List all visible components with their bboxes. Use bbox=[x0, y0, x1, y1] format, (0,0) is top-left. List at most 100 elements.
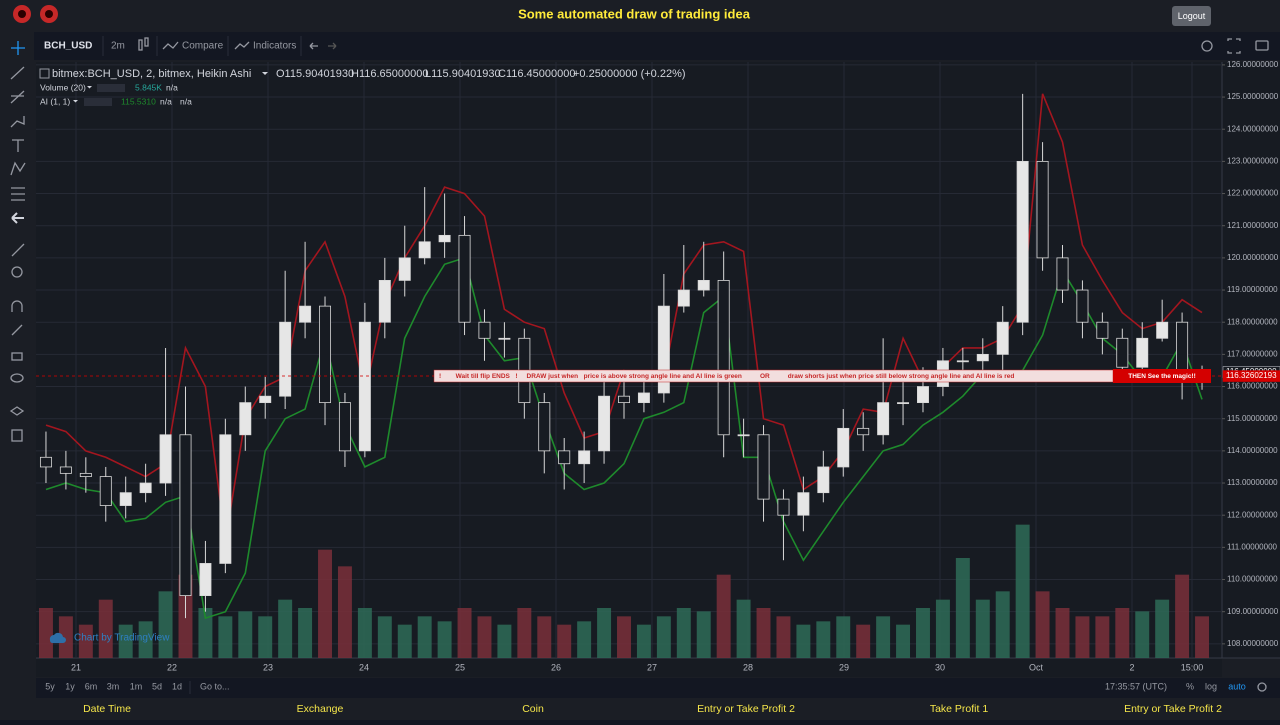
range-button[interactable]: 6m bbox=[85, 681, 98, 691]
range-button[interactable]: 5y bbox=[45, 681, 55, 691]
undo-icon[interactable] bbox=[309, 42, 318, 50]
candle-body bbox=[239, 402, 252, 436]
fullscreen-icon[interactable] bbox=[1227, 38, 1241, 54]
ruler-tool[interactable] bbox=[11, 243, 25, 257]
candle-body bbox=[976, 353, 989, 362]
legend-series[interactable]: bitmex:BCH_USD, 2, bitmex, Heikin Ashi bbox=[52, 68, 251, 80]
candle-body bbox=[358, 321, 371, 452]
annotation-tag-text: THEN See the magic!! bbox=[1128, 373, 1196, 380]
candle-body bbox=[1136, 337, 1149, 368]
volume-bar bbox=[995, 591, 1010, 658]
volume-bar bbox=[896, 624, 911, 658]
volume-bar bbox=[1135, 611, 1150, 658]
lock-tool[interactable] bbox=[11, 352, 23, 361]
y-tick-label: 119.00000000 bbox=[1227, 285, 1278, 294]
x-tick-label: 21 bbox=[71, 662, 81, 672]
y-tick-label: 126.00000000 bbox=[1227, 60, 1279, 69]
hide-tool[interactable] bbox=[10, 373, 24, 383]
volume-bar bbox=[1175, 574, 1190, 658]
crosshair-tool[interactable] bbox=[11, 41, 25, 55]
drawing-toolbar bbox=[0, 32, 34, 700]
range-button[interactable]: 1m bbox=[130, 681, 143, 691]
dropdown-arrow[interactable] bbox=[262, 72, 268, 75]
ai-value: 115.5310 bbox=[121, 96, 156, 106]
trendline-tool[interactable] bbox=[10, 66, 25, 80]
volume-bar bbox=[935, 599, 950, 658]
screenshot-icon[interactable] bbox=[1255, 40, 1269, 51]
goto[interactable]: Go to... bbox=[200, 681, 230, 691]
compare-icon[interactable] bbox=[162, 41, 179, 50]
settings-icon[interactable] bbox=[1257, 682, 1267, 692]
range-button[interactable]: 3m bbox=[107, 681, 120, 691]
volume-bar bbox=[537, 616, 552, 658]
candle-body bbox=[139, 482, 152, 494]
symbol[interactable]: BCH_USD bbox=[44, 41, 92, 52]
x-tick-label: 30 bbox=[935, 662, 945, 672]
legend-change: +0.25000000 (+0.22%) bbox=[573, 68, 686, 80]
text-tool[interactable] bbox=[12, 139, 24, 152]
back-tool[interactable] bbox=[11, 212, 24, 224]
volume-bar bbox=[397, 624, 412, 658]
dropdown-arrow[interactable] bbox=[73, 100, 78, 103]
elliott-tool[interactable] bbox=[10, 161, 26, 176]
auto-toggle[interactable]: auto bbox=[1228, 681, 1246, 691]
dropdown-arrow[interactable] bbox=[87, 86, 92, 89]
range-bar bbox=[36, 678, 1280, 698]
annotation-text: ! Wait till flip ENDS ! DRAW just when p… bbox=[439, 373, 1014, 380]
redo-icon[interactable] bbox=[328, 42, 337, 50]
logout-button[interactable] bbox=[1172, 6, 1211, 26]
trash-tool[interactable] bbox=[11, 429, 23, 442]
candle-body bbox=[299, 305, 312, 323]
x-tick-label: 23 bbox=[263, 662, 273, 672]
magnet-tool[interactable] bbox=[11, 300, 23, 312]
volume-bar bbox=[198, 608, 213, 658]
settings-icon[interactable] bbox=[1201, 40, 1213, 52]
volume-legend[interactable]: Volume (20) bbox=[40, 82, 86, 92]
layers-tool[interactable] bbox=[9, 406, 25, 416]
candle-body bbox=[737, 434, 750, 437]
interval[interactable]: 2m bbox=[111, 41, 125, 52]
app-icon-inner bbox=[18, 10, 26, 18]
ai-legend[interactable]: AI (1, 1) bbox=[40, 96, 70, 106]
candle-body bbox=[159, 434, 172, 484]
legend-collapse[interactable] bbox=[39, 68, 50, 79]
volume-bar bbox=[656, 616, 671, 658]
range-button[interactable]: 5d bbox=[152, 681, 162, 691]
candle-body bbox=[897, 402, 910, 405]
indicators-icon[interactable] bbox=[234, 41, 250, 50]
candle-body bbox=[219, 434, 232, 564]
candle-type-icon[interactable] bbox=[138, 39, 143, 51]
range-button[interactable]: 1d bbox=[172, 681, 182, 691]
legend-buttons[interactable] bbox=[97, 84, 125, 92]
legend-buttons[interactable] bbox=[84, 98, 112, 106]
candle-body bbox=[259, 395, 272, 404]
zoom-tool[interactable] bbox=[11, 266, 23, 278]
percent-toggle[interactable]: % bbox=[1186, 681, 1194, 691]
candle-body bbox=[1096, 321, 1109, 339]
time-axis bbox=[36, 659, 1222, 677]
fib-tool[interactable] bbox=[10, 90, 25, 104]
candle-body bbox=[498, 337, 511, 340]
stay-drawing-tool[interactable] bbox=[11, 324, 23, 336]
candle-body bbox=[677, 289, 690, 307]
watermark[interactable]: Chart by TradingView bbox=[74, 633, 170, 644]
pattern-tool[interactable] bbox=[10, 116, 25, 128]
compare[interactable]: Compare bbox=[182, 41, 224, 52]
indicators[interactable]: Indicators bbox=[253, 41, 296, 52]
footer-label: Date Time bbox=[83, 703, 131, 715]
volume-bar bbox=[258, 616, 273, 658]
tradingview-logo[interactable] bbox=[49, 632, 66, 643]
volume-bar bbox=[876, 616, 891, 658]
volume-bar bbox=[517, 608, 532, 658]
prediction-tool[interactable] bbox=[11, 187, 25, 201]
price-axis bbox=[1222, 62, 1280, 658]
x-tick-label: Oct bbox=[1029, 662, 1044, 672]
price-label: 116.32602193 bbox=[1226, 371, 1277, 380]
volume-bar bbox=[437, 621, 452, 658]
candle-body bbox=[458, 234, 471, 323]
candle-body bbox=[777, 498, 790, 516]
volume-bar bbox=[497, 624, 512, 658]
volume-bar bbox=[377, 616, 392, 658]
range-button[interactable]: 1y bbox=[65, 681, 75, 691]
log-toggle[interactable]: log bbox=[1205, 681, 1217, 691]
